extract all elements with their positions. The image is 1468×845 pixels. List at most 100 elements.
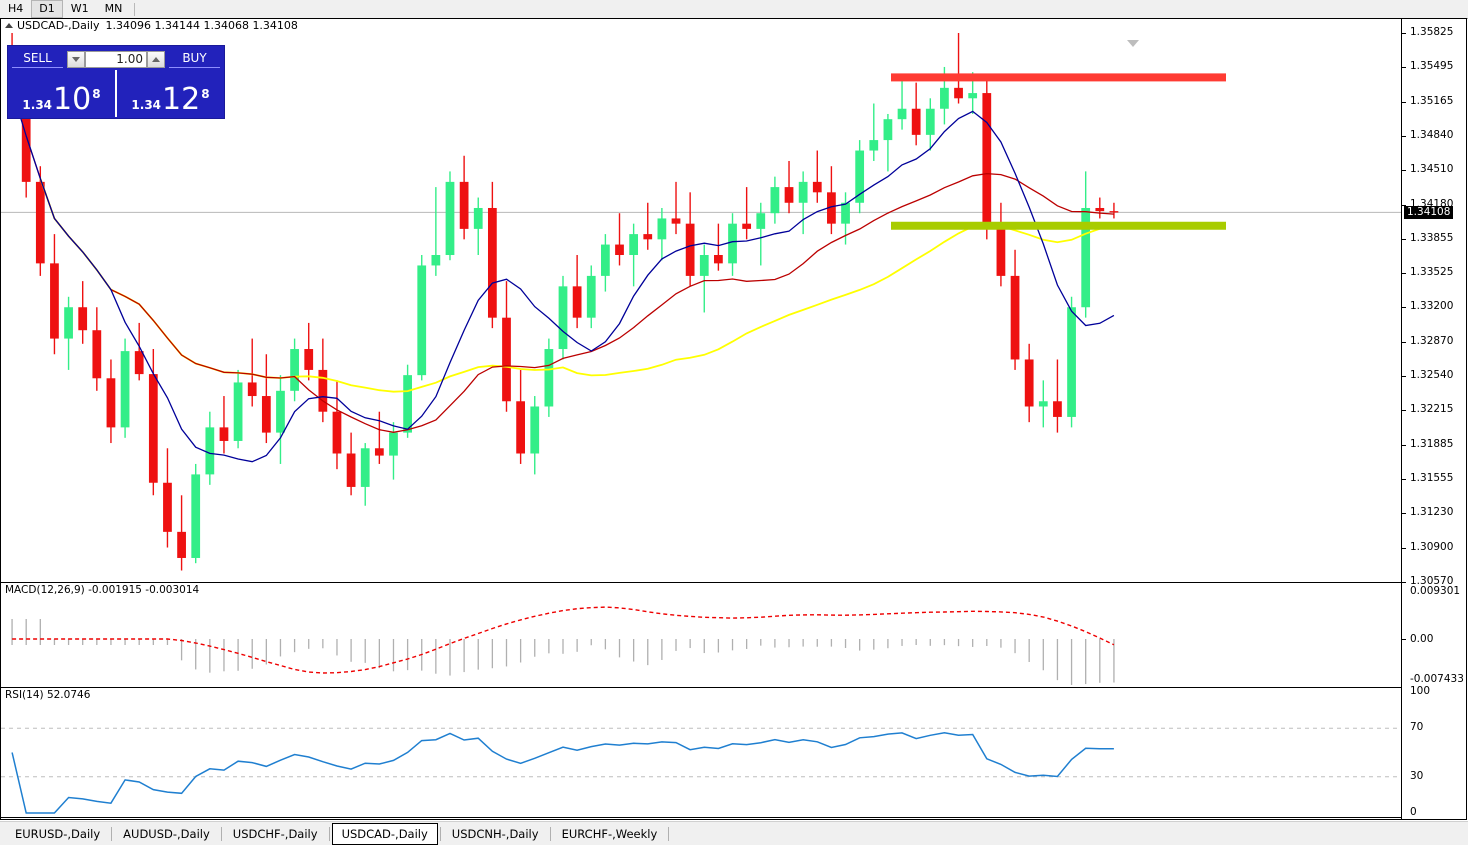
candle-body [954,87,963,99]
buy-price-fraction: 8 [201,87,210,101]
sell-price-prefix: 1.34 [22,98,53,112]
chart-tab-usdcnh[interactable]: USDCNH-,Daily [451,826,539,841]
macd-tick-label: 0.009301 [1410,585,1461,597]
candle-body [841,202,850,224]
candle-body [756,213,766,229]
timeframe-h4[interactable]: H4 [8,2,24,15]
chart-tab-usdchf[interactable]: USDCHF-,Daily [232,826,318,841]
chart-tab-strip[interactable]: EURUSD-,Daily AUDUSD-,Daily USDCHF-,Daily U… [0,821,1468,845]
candle-body [120,351,130,428]
sell-button[interactable]: SELL [12,50,63,68]
candle-body [502,317,511,402]
candle-body [389,432,398,456]
tab-divider [549,826,551,841]
one-click-trading-panel[interactable]: SELL 1.00 BUY 1.34 10 8 1.34 12 8 [7,45,225,119]
collapse-triangle-icon[interactable] [5,23,13,28]
candle-body [163,482,172,532]
chart-tab-eurusd[interactable]: EURUSD-,Daily [15,826,101,841]
price-tick-label: 1.34180 [1410,197,1454,210]
candle-body [629,234,639,256]
timeframe-w1[interactable]: W1 [70,2,89,15]
resistance-line[interactable] [891,73,1226,82]
candle-body [1095,207,1105,212]
volume-decrease-button[interactable] [67,50,85,68]
candle-body [78,307,88,331]
tab-divider [439,826,441,841]
candle-body [134,351,144,375]
price-pane[interactable] [1,33,1403,583]
candle-body [657,218,667,240]
candle-body [487,207,497,318]
candle-body [699,255,709,276]
support-line[interactable] [891,221,1226,230]
price-tick [1402,101,1406,103]
trade-panel-quotes: 1.34 10 8 1.34 12 8 [8,70,224,117]
price-tick [1402,341,1406,343]
price-tick [1402,547,1406,549]
price-tick [1402,170,1406,172]
volume-input[interactable]: 1.00 [85,50,147,68]
price-tick [1402,582,1406,583]
timeframe-toolbar: H4 D1 W1 MN [0,0,1468,19]
chart-tab-audusd[interactable]: AUDUSD-,Daily [123,826,210,841]
candle-body [219,427,229,441]
scroll-position-marker[interactable] [1127,40,1139,47]
chevron-up-icon [152,56,160,62]
macd-signal-line [12,606,1115,674]
candle-body [148,374,158,483]
candle-body [332,411,342,454]
tab-divider [111,826,113,841]
candle-body [770,187,780,214]
price-tick-label: 1.32215 [1410,403,1454,416]
candle-body [318,369,328,412]
macd-tick [1402,639,1406,640]
candle-body [35,181,45,264]
candle-body [261,396,271,433]
price-tick-label: 1.34510 [1410,163,1454,176]
timeframe-d1[interactable]: D1 [31,0,63,18]
volume-increase-button[interactable] [147,50,165,68]
tab-divider [220,826,222,841]
sell-price-quote[interactable]: 1.34 10 8 [8,70,117,117]
candle-body [558,286,568,350]
timeframe-mn[interactable]: MN [104,2,123,15]
candle-body [290,349,299,391]
volume-stepper[interactable]: 1.00 [67,50,165,68]
chart-tab-usdcad[interactable]: USDCAD-,Daily [331,822,438,845]
candle-body [191,474,201,558]
candle-body [233,382,243,441]
candle-body [304,349,314,370]
buy-price-quote[interactable]: 1.34 12 8 [117,70,224,117]
candle-body [1067,307,1076,417]
price-tick [1402,135,1406,137]
price-tick [1402,273,1406,275]
chart-header: USDCAD-,Daily 1.34096 1.34144 1.34068 1.3… [1,19,1405,33]
candle-body [374,448,384,456]
candle-body [742,223,752,229]
candle-body [1081,207,1091,308]
macd-pane[interactable]: MACD(12,26,9) -0.001915 -0.003014 [1,583,1403,688]
candle-body [855,150,865,203]
price-tick-label: 1.33525 [1410,266,1454,279]
candle-body [473,207,483,229]
rsi-line [11,732,1114,814]
candle-body [417,265,427,376]
chart-tab-eurchf[interactable]: EURCHF-,Weekly [561,826,658,841]
buy-price-prefix: 1.34 [131,98,162,112]
candle-body [728,223,737,264]
symbol-label: USDCAD-,Daily [17,19,100,32]
candle-body [685,223,695,276]
buy-button[interactable]: BUY [169,50,220,68]
price-tick [1402,444,1406,446]
rsi-pane[interactable]: RSI(14) 52.0746 [1,688,1403,818]
candle-body [64,307,73,339]
price-tick-label: 1.31555 [1410,472,1454,485]
chevron-down-icon [72,56,80,62]
price-tick-label: 1.30570 [1410,575,1454,587]
candle-body [403,375,412,433]
price-scale[interactable]: 1.34108 1.35825 1.35495 1.35165 1.34840 1.34… [1401,19,1466,819]
price-tick [1402,513,1406,515]
candle-body [1053,401,1062,417]
price-tick [1402,376,1406,378]
candle-body [459,181,469,229]
